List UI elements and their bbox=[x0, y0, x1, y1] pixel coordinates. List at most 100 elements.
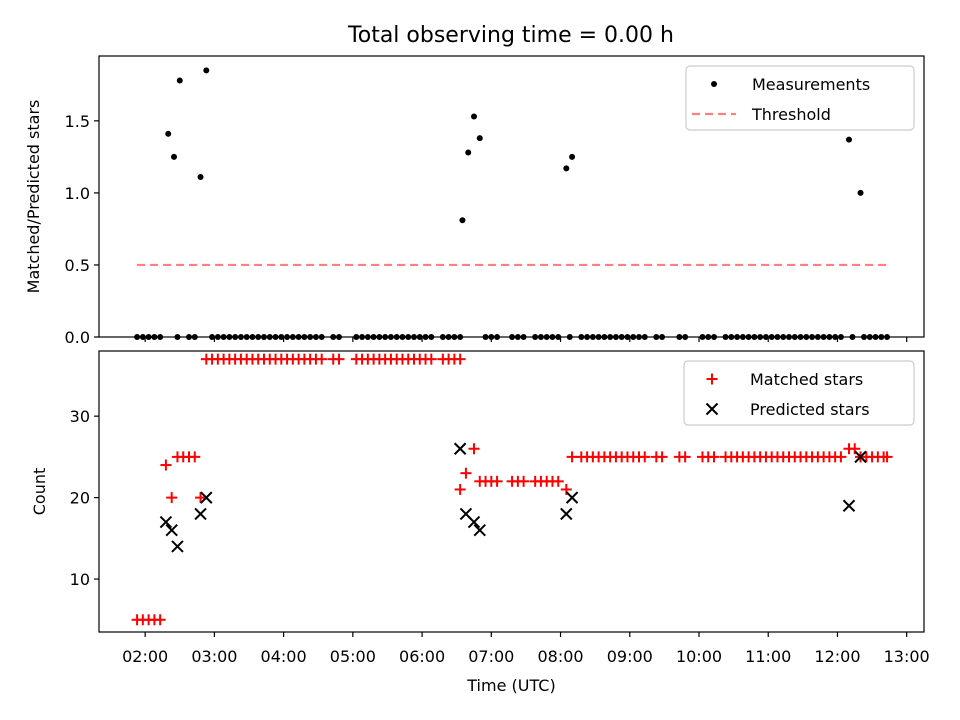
measurement-point bbox=[312, 334, 319, 340]
y-tick-label: 0.0 bbox=[65, 328, 90, 347]
measurement-point bbox=[728, 334, 735, 340]
cross-b bbox=[200, 491, 213, 504]
x-tick-label: 12:00 bbox=[814, 647, 860, 666]
measurement-point bbox=[171, 153, 177, 160]
legend-label: Measurements bbox=[752, 75, 870, 94]
measurement-point bbox=[872, 334, 879, 340]
matched-point bbox=[154, 614, 166, 626]
measurement-point bbox=[797, 334, 804, 340]
legend-label: Predicted stars bbox=[750, 400, 870, 419]
measurement-point bbox=[849, 334, 856, 340]
measurement-point bbox=[641, 334, 648, 340]
cross-b bbox=[473, 523, 486, 537]
measurement-point bbox=[226, 334, 233, 340]
measurement-point bbox=[482, 334, 489, 340]
predicted-point bbox=[165, 523, 178, 537]
measurement-point bbox=[191, 334, 198, 340]
measurement-point bbox=[405, 334, 412, 340]
measurement-point bbox=[722, 334, 729, 340]
bottom-panel: 10 20 30 02:00 03:00 04:00 05:00 06:00 07:00 08:0… bbox=[30, 350, 930, 695]
measurement-point bbox=[220, 334, 227, 340]
measurement-point bbox=[382, 334, 389, 340]
measurement-point bbox=[411, 334, 417, 340]
x-tick-label: 08:00 bbox=[537, 647, 583, 666]
legend-label: Matched stars bbox=[750, 370, 863, 389]
cross-b bbox=[159, 515, 173, 529]
x-tick-label: 09:00 bbox=[607, 647, 653, 666]
measurement-point bbox=[653, 334, 660, 340]
matched-point bbox=[656, 451, 668, 463]
predicted-point bbox=[842, 499, 856, 512]
cross-b bbox=[565, 491, 579, 504]
matched-point bbox=[552, 475, 564, 487]
measurement-point bbox=[699, 334, 706, 340]
predicted-point bbox=[194, 507, 207, 521]
measurement-point bbox=[509, 334, 516, 340]
measurement-point bbox=[336, 334, 342, 340]
legend-cross-icon bbox=[705, 402, 719, 416]
matched-point bbox=[454, 483, 466, 495]
measurement-point bbox=[139, 334, 146, 340]
cross-b bbox=[467, 515, 481, 529]
matched-point bbox=[195, 492, 207, 504]
measurement-point bbox=[774, 334, 781, 340]
measurement-point bbox=[307, 334, 314, 340]
measurement-point bbox=[451, 334, 458, 340]
matched-point bbox=[679, 451, 691, 463]
top-panel: 0.0 0.5 1.0 1.5 Matched/Predicted stars Measu… bbox=[24, 55, 925, 347]
measurement-point bbox=[786, 334, 792, 340]
measurement-point bbox=[261, 334, 267, 340]
measurement-point bbox=[814, 334, 821, 340]
measurement-point bbox=[255, 334, 262, 340]
predicted-point bbox=[560, 507, 573, 521]
matched-point bbox=[454, 353, 466, 365]
matched-point bbox=[881, 451, 893, 463]
cross-b bbox=[453, 442, 467, 455]
measurement-point bbox=[618, 334, 625, 340]
cross-b bbox=[842, 499, 856, 512]
measurement-point bbox=[659, 334, 666, 340]
figure-title: Total observing time = 0.00 h bbox=[347, 23, 674, 48]
measurement-point bbox=[569, 153, 576, 160]
matched-point bbox=[849, 443, 861, 455]
measurement-point bbox=[682, 334, 689, 340]
matched-point bbox=[160, 459, 172, 471]
measurement-point bbox=[237, 334, 244, 340]
matched-point bbox=[316, 353, 328, 365]
x-axis-label: Time (UTC) bbox=[466, 676, 555, 695]
measurement-point bbox=[416, 334, 423, 340]
predicted-point bbox=[453, 442, 467, 455]
measurement-point bbox=[186, 334, 192, 340]
measurement-point bbox=[471, 113, 477, 120]
measurement-point bbox=[791, 334, 798, 340]
x-tick-label: 11:00 bbox=[745, 647, 791, 666]
measurement-point bbox=[612, 334, 619, 340]
measurement-point bbox=[393, 334, 400, 340]
measurement-point bbox=[543, 334, 550, 340]
measurement-point bbox=[387, 334, 394, 340]
measurement-point bbox=[457, 334, 464, 340]
measurement-point bbox=[165, 130, 172, 137]
measurement-point bbox=[595, 334, 602, 340]
measurement-point bbox=[428, 334, 435, 340]
cross-b bbox=[171, 540, 184, 553]
measurement-point bbox=[134, 334, 141, 340]
measurement-point bbox=[826, 334, 833, 340]
measurement-point bbox=[884, 334, 891, 340]
measurement-point bbox=[532, 334, 539, 340]
cross-b bbox=[560, 507, 573, 521]
legend-box bbox=[683, 360, 915, 426]
y-tick-label: 10 bbox=[70, 570, 90, 589]
measurement-point bbox=[630, 334, 637, 340]
predicted-point bbox=[200, 491, 213, 504]
legend-plus-icon bbox=[706, 373, 718, 385]
matched-point bbox=[566, 451, 578, 463]
predicted-point bbox=[854, 450, 867, 464]
measurement-point bbox=[243, 334, 250, 340]
matched-point bbox=[560, 483, 572, 495]
measurement-point bbox=[555, 334, 562, 340]
matched-point bbox=[166, 492, 178, 504]
matched-point bbox=[333, 353, 345, 365]
y-tick-label: 20 bbox=[70, 489, 90, 508]
x-tick-label: 03:00 bbox=[191, 647, 237, 666]
